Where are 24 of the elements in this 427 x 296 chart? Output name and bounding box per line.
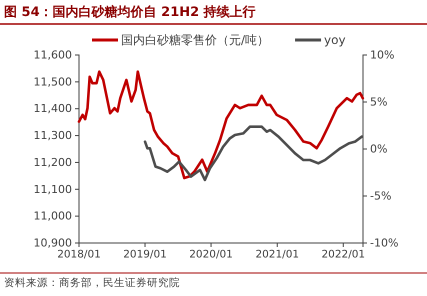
y-tick-label: 11,500 bbox=[34, 75, 72, 88]
y-tick-label: 11,600 bbox=[34, 48, 72, 62]
text: 资料来源：商务部，民生证券研究院 bbox=[4, 276, 180, 289]
x-tick-label: 2019/01 bbox=[123, 248, 167, 260]
y2-tick-label: -5% bbox=[370, 190, 392, 203]
legend-label: 国内白砂糖零售价（元/吨） bbox=[121, 33, 270, 47]
x-tick-label: 2022/01 bbox=[321, 248, 366, 260]
y-tick-label: 11,200 bbox=[34, 156, 72, 169]
line-series bbox=[78, 70, 364, 180]
y-tick-label: 11,300 bbox=[34, 129, 72, 142]
y-tick-label: 11,100 bbox=[34, 182, 72, 196]
chart-title: 图 54：国内白砂糖均价自 21H2 持续上行 bbox=[4, 4, 256, 20]
x-tick-label: 2018/01 bbox=[57, 248, 101, 260]
y2-tick-label: 0% bbox=[370, 142, 388, 156]
y2-tick-label: 5% bbox=[370, 96, 388, 109]
y-tick-label: 10,900 bbox=[34, 236, 72, 250]
y2-tick-label: 10% bbox=[370, 48, 394, 62]
x-tick-label: 2021/01 bbox=[255, 248, 300, 260]
y-tick-label: 11,000 bbox=[34, 210, 72, 223]
line-series bbox=[144, 125, 364, 182]
legend-label: yoy bbox=[324, 33, 346, 47]
y2-tick-label: -10% bbox=[370, 236, 398, 250]
x-tick-label: 2020/01 bbox=[189, 248, 233, 260]
y-tick-label: 11,400 bbox=[34, 102, 72, 116]
